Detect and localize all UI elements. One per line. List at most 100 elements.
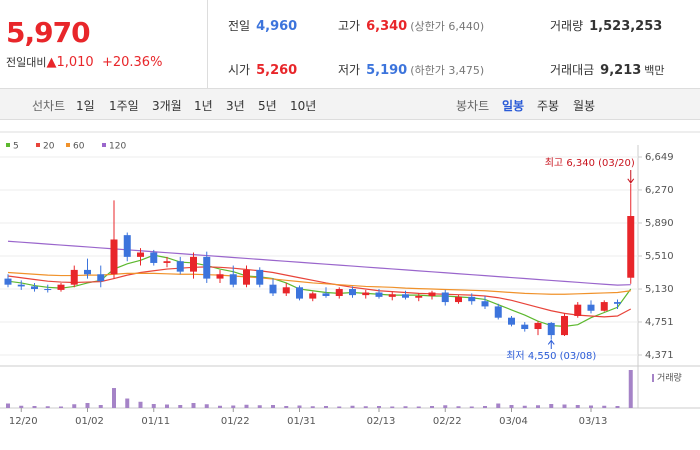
volume-bar [416, 406, 421, 408]
candle-body [415, 295, 423, 298]
candle-body [31, 286, 38, 290]
candle-body [110, 239, 118, 275]
volume-bar [191, 403, 196, 408]
candle-body [600, 302, 608, 311]
candle-body [176, 261, 184, 272]
tab[interactable]: 월봉 [573, 99, 596, 113]
volume-bar [98, 405, 103, 408]
candle-body [468, 296, 476, 302]
volume-bar [244, 404, 249, 408]
candle-body [561, 315, 568, 336]
volume-bar [443, 405, 448, 408]
volume-swatch [652, 374, 654, 382]
candle-body [574, 304, 582, 316]
stat-note: (상한가 6,440) [410, 20, 485, 33]
volume-bar [377, 406, 381, 408]
candle-body [150, 252, 158, 263]
stat-label: 거래대금 [550, 63, 595, 77]
volume-bar [271, 405, 275, 408]
volume-bar [284, 406, 289, 408]
stat-label: 전일 [228, 19, 251, 33]
candle-body [17, 284, 25, 287]
candle-body [44, 289, 52, 291]
stat-value: 6,340 [366, 19, 408, 34]
low-annotation: 최저 4,550 (03/08) [506, 350, 596, 362]
volume-bar [509, 405, 514, 408]
candle-body [269, 284, 277, 294]
volume-bar [522, 405, 527, 408]
legend-swatch [66, 143, 70, 147]
candle-body [243, 269, 250, 285]
ma-line [7, 271, 631, 295]
tab[interactable]: 3개월 [152, 99, 182, 113]
stat-note: (하한가 3,475) [410, 64, 485, 77]
x-tick-label: 02/13 [367, 416, 396, 427]
volume-bar [85, 403, 90, 408]
candle-body [587, 304, 595, 311]
candle-body [349, 289, 356, 296]
high-arrow [627, 170, 635, 184]
stat-value: 5,190 [366, 63, 408, 78]
ma-line [7, 254, 632, 328]
tab[interactable]: 일봉 [502, 99, 525, 113]
tab[interactable]: 1주일 [109, 99, 139, 113]
x-tick-label: 01/11 [141, 416, 170, 427]
tab[interactable]: 3년 [226, 99, 245, 113]
legend-label: 20 [43, 142, 55, 152]
volume-bar [45, 406, 50, 408]
tab[interactable]: 1년 [194, 99, 213, 113]
candle-body [534, 322, 542, 330]
x-tick-label: 12/20 [9, 416, 38, 427]
candle-body [455, 296, 462, 303]
legend-swatch [36, 143, 40, 147]
candle-body [123, 235, 131, 257]
y-tick-label: 4,371 [645, 350, 674, 361]
volume-bar [589, 405, 593, 408]
volume-bar [310, 406, 315, 408]
legend-label: 5 [13, 142, 19, 152]
legend-label: 120 [109, 142, 126, 152]
tab[interactable]: 주봉 [537, 99, 560, 113]
candle-body [282, 287, 290, 294]
candle-body [547, 322, 555, 336]
stat-note: 백만 [644, 64, 665, 77]
stat: 거래량 1,523,253 [550, 17, 662, 34]
y-tick-label: 5,890 [645, 218, 674, 229]
candle-body [521, 324, 529, 330]
candle-body [627, 216, 635, 278]
volume-bar [496, 403, 501, 408]
volume-bar [204, 404, 209, 408]
candle-body [402, 294, 409, 298]
volume-bar [72, 404, 77, 408]
x-tick-label: 01/02 [75, 416, 104, 427]
candle-body [84, 269, 91, 275]
stat-value: 4,960 [256, 19, 298, 34]
tab-bar: 선차트 1일 1주일 3개월 1년 3년 5년 10년 봉차트 일봉 주봉 월봉 [0, 89, 700, 120]
volume-bar [363, 406, 368, 408]
volume-bar [403, 406, 408, 408]
candle-body [97, 274, 105, 282]
legend-label: 60 [73, 142, 85, 152]
volume-bar [125, 398, 130, 408]
candle-body [481, 301, 489, 307]
tab[interactable]: 1일 [76, 99, 95, 113]
volume-bar [324, 406, 328, 408]
volume-bar [178, 405, 183, 408]
tab[interactable]: 10년 [290, 99, 317, 113]
candle-body [494, 306, 502, 318]
candle-body [322, 293, 330, 296]
stat-value: 9,213 [600, 63, 642, 78]
candle-body [229, 274, 237, 285]
tab[interactable]: 5년 [258, 99, 277, 113]
candle-body [4, 278, 12, 285]
change: 전일대비▲1,010 +20.36% [6, 55, 163, 70]
y-tick-label: 6,270 [645, 185, 674, 196]
volume-bar [6, 403, 10, 408]
candle-body [335, 289, 343, 296]
candle-body [163, 261, 171, 263]
candle-body [508, 317, 515, 325]
candle-body [375, 292, 383, 297]
stat: 고가 6,340 (상한가 6,440) [338, 17, 484, 34]
